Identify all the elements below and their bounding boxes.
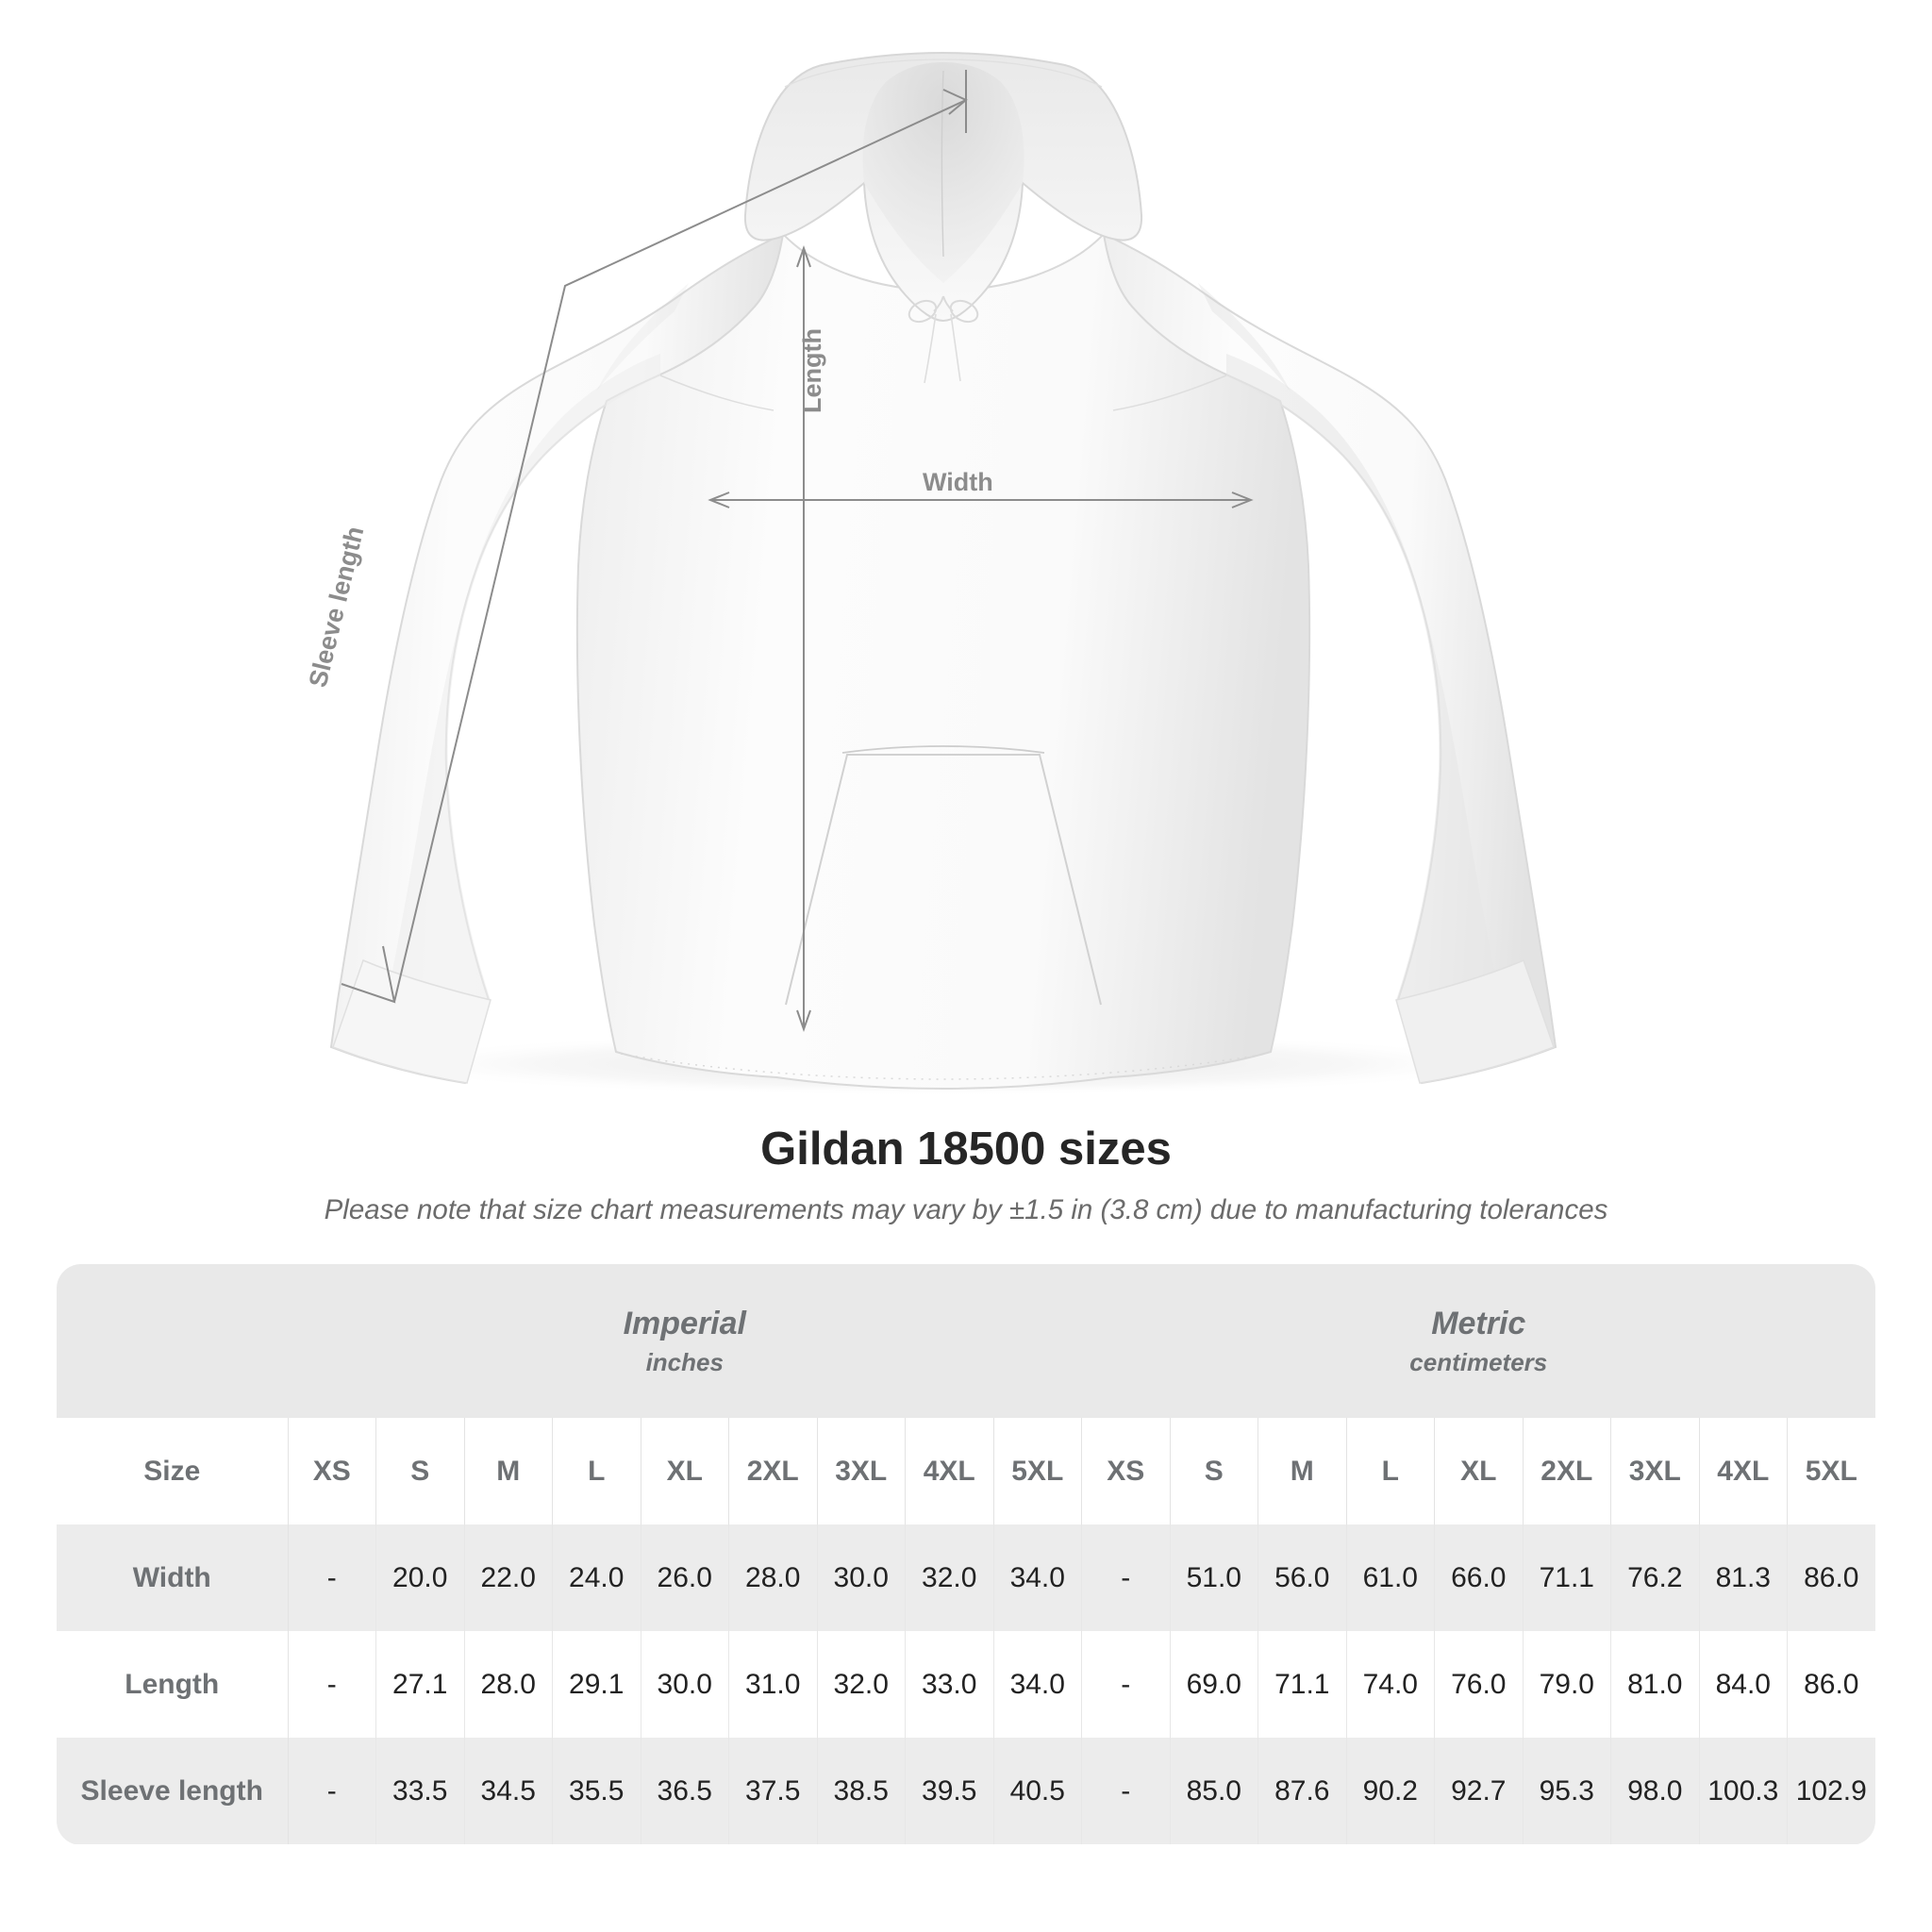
- svg-text:Sleeve length: Sleeve length: [304, 524, 370, 690]
- svg-text:Length: Length: [798, 328, 826, 413]
- svg-text:Width: Width: [923, 468, 993, 496]
